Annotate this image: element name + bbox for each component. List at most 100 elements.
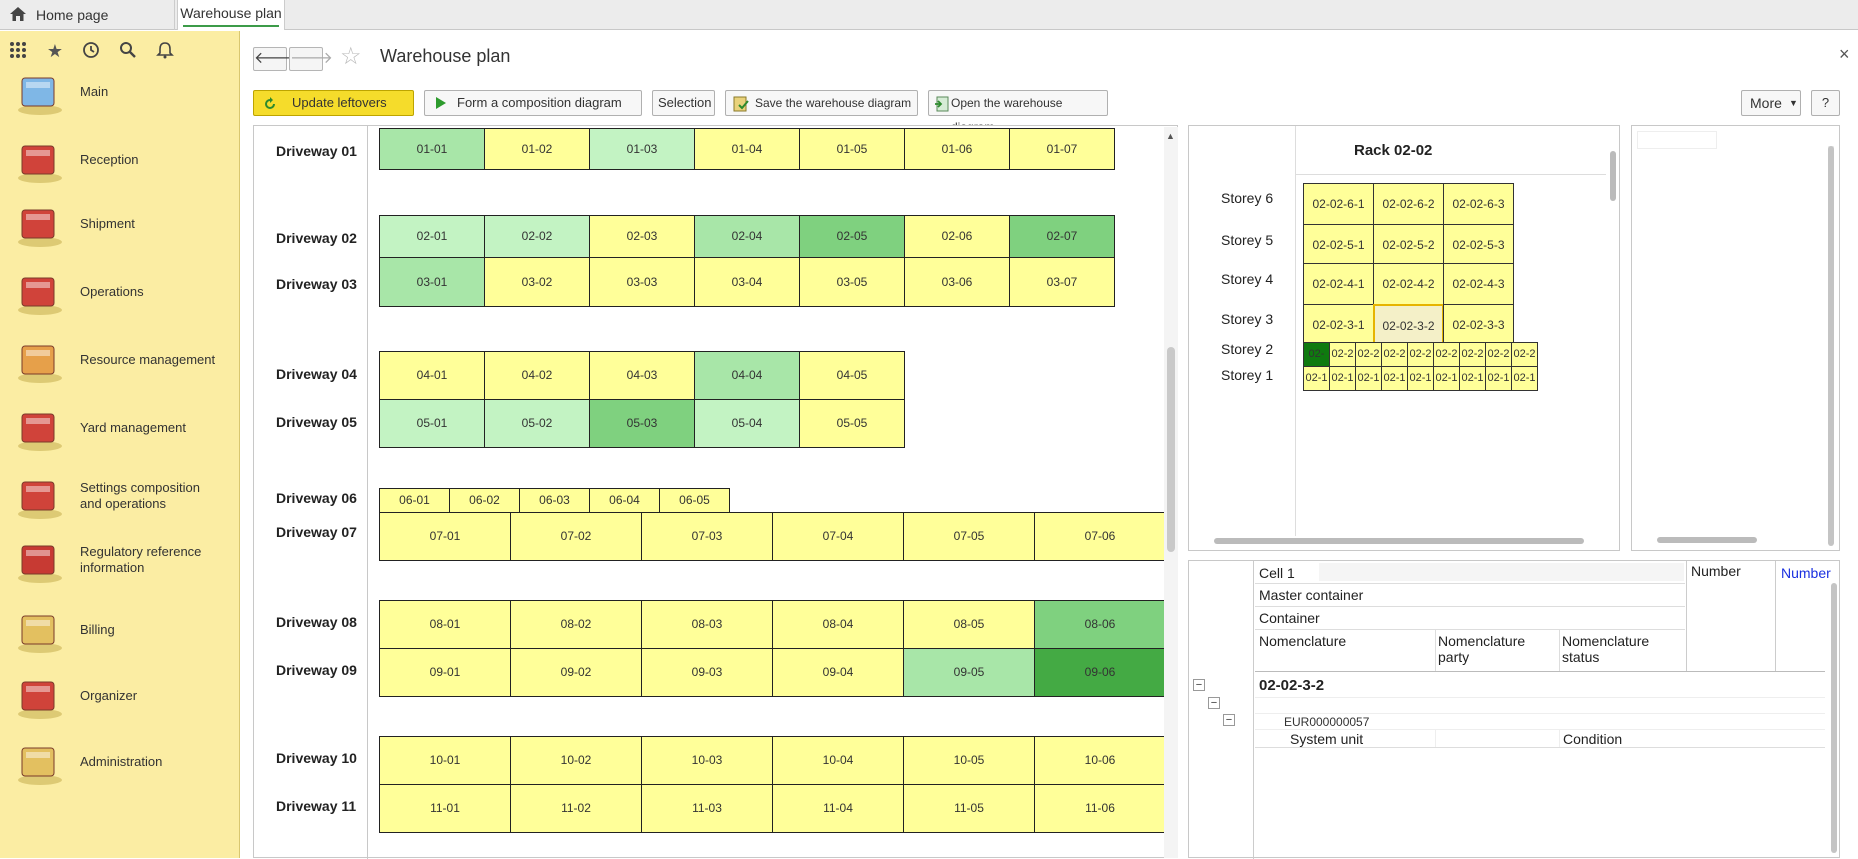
properties-hscroll-thumb[interactable]: [1657, 537, 1757, 543]
tab-warehouse-plan[interactable]: Warehouse plan: [177, 0, 285, 30]
warehouse-cell[interactable]: 08-01: [379, 600, 511, 649]
sidebar-item-8[interactable]: Regulatory reference information: [0, 530, 240, 590]
warehouse-cell[interactable]: 08-06: [1034, 600, 1166, 649]
plan-scroll-thumb[interactable]: [1167, 347, 1175, 552]
warehouse-cell[interactable]: 05-04: [694, 399, 800, 448]
properties-vertical-scrollbar[interactable]: [1828, 146, 1834, 546]
selection-button[interactable]: Selection: [652, 90, 715, 116]
warehouse-cell[interactable]: 11-06: [1034, 784, 1166, 833]
warehouse-cell[interactable]: 03-02: [484, 257, 590, 307]
help-button[interactable]: ?: [1811, 90, 1840, 116]
warehouse-cell[interactable]: 08-03: [641, 600, 773, 649]
favorites-star-icon[interactable]: ★: [46, 41, 64, 61]
warehouse-cell[interactable]: 05-03: [589, 399, 695, 448]
warehouse-cell[interactable]: 02-02: [484, 215, 590, 258]
rack-cell[interactable]: 02-02-3-3: [1443, 304, 1514, 346]
rack-vertical-scrollbar[interactable]: [1609, 146, 1617, 526]
warehouse-cell[interactable]: 06-05: [659, 488, 730, 513]
warehouse-cell[interactable]: 11-04: [772, 784, 904, 833]
warehouse-cell[interactable]: 06-02: [449, 488, 520, 513]
rack-cell[interactable]: 02-02-5-3: [1443, 224, 1514, 266]
warehouse-cell[interactable]: 10-06: [1034, 736, 1166, 785]
warehouse-cell[interactable]: 07-01: [379, 512, 511, 561]
warehouse-cell[interactable]: 09-05: [903, 648, 1035, 697]
warehouse-cell[interactable]: 02-07: [1009, 215, 1115, 258]
rack-cell[interactable]: 02-02-4-2: [1373, 263, 1444, 305]
warehouse-cell[interactable]: 06-01: [379, 488, 450, 513]
warehouse-cell[interactable]: 09-06: [1034, 648, 1166, 697]
tab-home[interactable]: Home page: [0, 0, 175, 30]
rack-cell[interactable]: 02-2: [1433, 342, 1460, 367]
warehouse-cell[interactable]: 07-03: [641, 512, 773, 561]
warehouse-cell[interactable]: 03-01: [379, 257, 485, 307]
sidebar-item-7[interactable]: Settings composition and operations: [0, 466, 240, 526]
rack-cell[interactable]: 02-1: [1459, 366, 1486, 391]
warehouse-cell[interactable]: 09-01: [379, 648, 511, 697]
rack-cell[interactable]: 02-: [1303, 342, 1330, 367]
warehouse-cell[interactable]: 02-06: [904, 215, 1010, 258]
sidebar-item-2[interactable]: Reception: [0, 130, 240, 190]
details-scroll-thumb[interactable]: [1831, 583, 1837, 853]
plan-vertical-scrollbar[interactable]: ▲: [1164, 127, 1178, 858]
tree-container-row[interactable]: EUR000000057: [1284, 715, 1370, 729]
more-button[interactable]: More ▼: [1741, 90, 1801, 116]
apps-grid-icon[interactable]: [8, 41, 28, 61]
warehouse-cell[interactable]: 10-01: [379, 736, 511, 785]
warehouse-cell[interactable]: 09-02: [510, 648, 642, 697]
warehouse-cell[interactable]: 06-03: [519, 488, 590, 513]
rack-cell[interactable]: 02-2: [1511, 342, 1538, 367]
properties-scroll-thumb[interactable]: [1828, 146, 1834, 546]
rack-scroll-thumb[interactable]: [1610, 151, 1616, 201]
warehouse-cell[interactable]: 03-07: [1009, 257, 1115, 307]
warehouse-cell[interactable]: 10-02: [510, 736, 642, 785]
rack-cell[interactable]: 02-02-3-2: [1373, 304, 1444, 346]
warehouse-cell[interactable]: 09-04: [772, 648, 904, 697]
warehouse-cell[interactable]: 04-02: [484, 351, 590, 400]
rack-cell[interactable]: 02-1: [1407, 366, 1434, 391]
collapse-icon[interactable]: −: [1223, 714, 1235, 726]
warehouse-cell[interactable]: 08-05: [903, 600, 1035, 649]
rack-cell[interactable]: 02-1: [1381, 366, 1408, 391]
rack-cell[interactable]: 02-2: [1459, 342, 1486, 367]
warehouse-cell[interactable]: 10-05: [903, 736, 1035, 785]
forward-button[interactable]: 🡒: [289, 47, 333, 71]
rack-cell[interactable]: 02-1: [1433, 366, 1460, 391]
search-icon[interactable]: [118, 41, 138, 61]
warehouse-cell[interactable]: 01-03: [589, 128, 695, 170]
tree-cell-row[interactable]: 02-02-3-2: [1259, 677, 1325, 694]
update-leftovers-button[interactable]: Update leftovers: [253, 90, 414, 116]
warehouse-cell[interactable]: 08-04: [772, 600, 904, 649]
rack-cell[interactable]: 02-02-6-1: [1303, 183, 1374, 225]
warehouse-cell[interactable]: 07-02: [510, 512, 642, 561]
rack-horizontal-scrollbar[interactable]: [1197, 536, 1602, 546]
number-link[interactable]: Number: [1781, 565, 1831, 581]
warehouse-cell[interactable]: 03-04: [694, 257, 800, 307]
rack-cell[interactable]: 02-2: [1355, 342, 1382, 367]
sidebar-item-6[interactable]: Yard management: [0, 398, 240, 458]
warehouse-cell[interactable]: 07-04: [772, 512, 904, 561]
warehouse-cell[interactable]: 01-05: [799, 128, 905, 170]
warehouse-cell[interactable]: 05-02: [484, 399, 590, 448]
properties-field[interactable]: [1637, 131, 1717, 149]
warehouse-cell[interactable]: 01-02: [484, 128, 590, 170]
warehouse-cell[interactable]: 02-05: [799, 215, 905, 258]
warehouse-cell[interactable]: 02-03: [589, 215, 695, 258]
warehouse-cell[interactable]: 06-04: [589, 488, 660, 513]
rack-cell[interactable]: 02-1: [1355, 366, 1382, 391]
sidebar-item-3[interactable]: Shipment: [0, 194, 240, 254]
rack-cell[interactable]: 02-1: [1329, 366, 1356, 391]
warehouse-cell[interactable]: 01-07: [1009, 128, 1115, 170]
rack-cell[interactable]: 02-2: [1485, 342, 1512, 367]
warehouse-cell[interactable]: 03-06: [904, 257, 1010, 307]
rack-cell[interactable]: 02-02-4-3: [1443, 263, 1514, 305]
warehouse-cell[interactable]: 05-01: [379, 399, 485, 448]
cell-value-field[interactable]: [1319, 563, 1684, 581]
sidebar-item-9[interactable]: Billing: [0, 600, 240, 660]
warehouse-cell[interactable]: 10-04: [772, 736, 904, 785]
warehouse-cell[interactable]: 11-02: [510, 784, 642, 833]
warehouse-cell[interactable]: 02-04: [694, 215, 800, 258]
warehouse-cell[interactable]: 04-01: [379, 351, 485, 400]
rack-cell[interactable]: 02-2: [1381, 342, 1408, 367]
warehouse-cell[interactable]: 08-02: [510, 600, 642, 649]
form-composition-diagram-button[interactable]: Form a composition diagram: [424, 90, 642, 116]
